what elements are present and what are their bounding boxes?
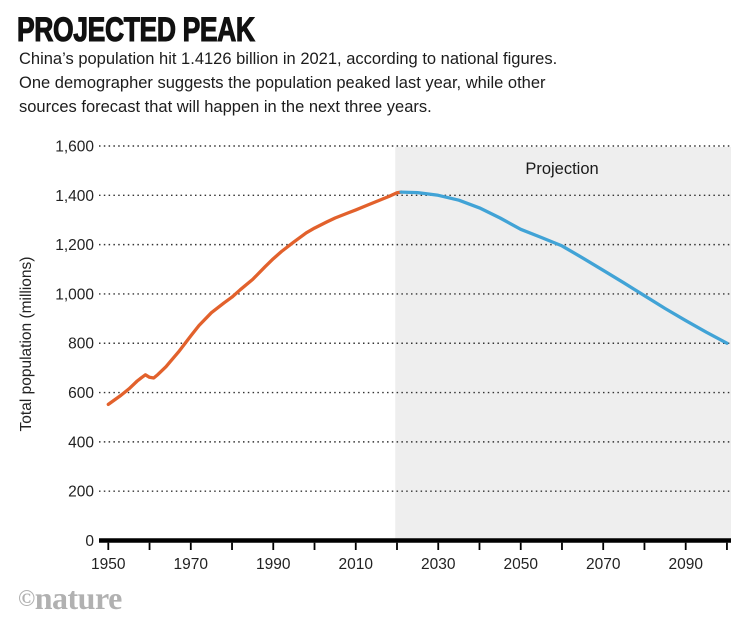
x-tick-label: 2030 (421, 556, 456, 573)
x-tick-label: 1970 (174, 556, 209, 573)
historical-line (106, 190, 403, 407)
x-tick-label: 1950 (91, 556, 126, 573)
x-tick-label: 2050 (503, 556, 538, 573)
y-tick-label: 1,000 (55, 286, 94, 303)
y-axis-title: Total population (millions) (18, 257, 35, 432)
y-tick-label: 1,600 (55, 138, 94, 155)
subtitle-line: sources forecast that will happen in the… (19, 98, 432, 116)
axis-group (99, 538, 731, 550)
tick-labels-group: 0 200 400 600 800 1,000 1,200 1,400 1,600 1950 197… (55, 138, 703, 573)
copyright-symbol: © (18, 586, 35, 611)
x-tick-label: 1990 (256, 556, 291, 573)
page-title: PROJECTED PEAK (17, 10, 256, 49)
subtitle-line: China’s population hit 1.4126 billion in… (19, 50, 558, 68)
x-tick-label: 2070 (586, 556, 621, 573)
x-tick-label: 2010 (339, 556, 374, 573)
y-tick-label: 0 (85, 533, 94, 550)
y-tick-label: 200 (68, 484, 94, 501)
projection-region-label: Projection (525, 160, 598, 178)
y-tick-label: 1,400 (55, 188, 94, 205)
nature-wordmark: nature (34, 580, 123, 616)
y-tick-label: 800 (68, 336, 94, 353)
x-tick-label: 2090 (668, 556, 703, 573)
nature-logo: ©nature (18, 580, 122, 617)
y-tick-label: 600 (68, 385, 94, 402)
subtitle-line: One demographer suggests the population … (19, 74, 546, 92)
series-lines-group (106, 190, 729, 407)
chart-subtitle: China’s population hit 1.4126 billion in… (19, 47, 557, 119)
y-tick-label: 1,200 (55, 237, 94, 254)
y-tick-label: 400 (68, 434, 94, 451)
projection-line (399, 190, 729, 345)
